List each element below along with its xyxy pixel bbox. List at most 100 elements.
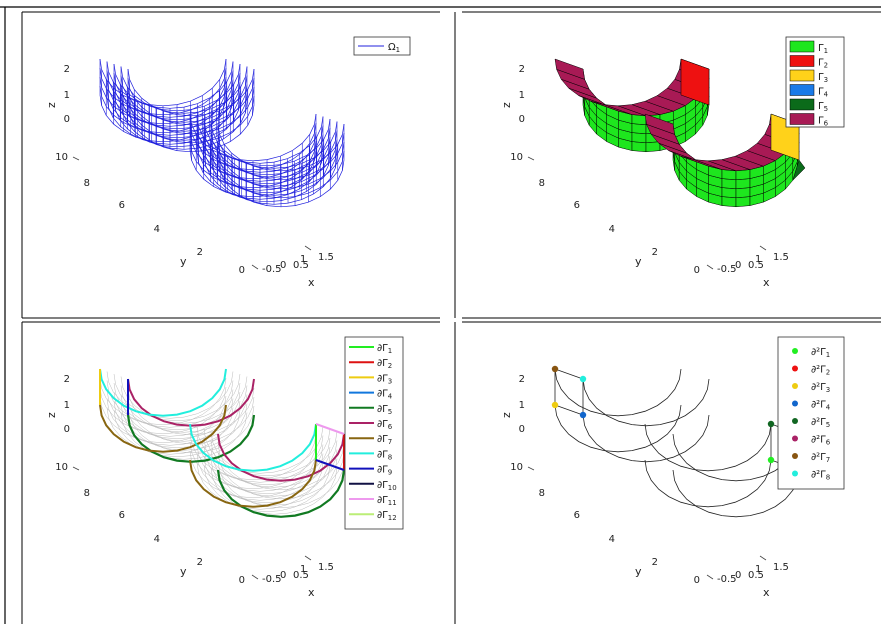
legend-label-sub: 4 [826,404,831,412]
z-axis-label: z [500,412,513,418]
mesh-line [120,394,248,442]
x-tick-label: 0 [280,260,286,271]
y-tick-label: 4 [154,534,160,545]
legend-label: ∂²Γ3 [811,382,830,394]
y-axis-label: y [635,255,642,268]
curve-dGamma5 [216,469,346,518]
edge-line [582,414,710,463]
legend-label-name: ∂²Γ [811,470,826,481]
mesh-line [106,407,234,455]
x-tick-label: 1 [755,254,761,265]
z-tick-label: 1 [64,400,70,411]
axis-tick [72,466,80,471]
mesh-line [217,460,345,509]
x-tick-label: 1.5 [773,562,789,573]
legend-label: Γ2 [818,58,828,70]
ribbon-segment [554,58,710,153]
mesh-line [99,368,227,417]
legend-label-sub: 11 [388,499,397,507]
curve-dGamma6 [217,433,345,482]
mesh-line [189,432,317,481]
legend-label-name: ∂²Γ [811,417,826,428]
y-tick-label: 10 [510,462,523,473]
legend-label: ∂Γ11 [377,495,397,507]
legend-label-sub: 4 [824,91,829,99]
mesh-line [127,405,255,454]
x-tick-label: 0 [280,570,286,581]
legend-label: Γ1 [818,43,828,55]
legend-label-name: Γ [818,101,824,112]
y-tick-label: 2 [652,557,658,568]
mesh-line [196,453,324,501]
corner-point-3 [551,401,559,409]
legend-label: ∂²Γ1 [811,347,830,359]
z-tick-label: 2 [519,374,525,385]
x-tick-label: 1 [755,564,761,575]
mesh-line [210,431,338,479]
legend-label-name: ∂Γ [377,358,388,369]
z-tick-label: 2 [64,374,70,385]
edge-line [554,404,682,453]
y-tick-label: 0 [694,265,700,276]
legend-label-sub: 2 [826,369,830,377]
legend-label: ∂Γ1 [377,343,392,355]
legend-label-sub: 3 [824,76,828,84]
mesh-line [99,386,227,435]
background-mesh [99,368,345,518]
curve-dGamma8 [189,423,317,472]
y-tick-label: 10 [510,152,523,163]
mesh-line [189,423,317,472]
axis-tick [759,555,767,561]
legend-label: ∂Γ9 [377,465,392,477]
axis-tick [759,245,767,251]
y-tick-label: 0 [239,265,245,276]
legend-label-name: ∂Γ [377,373,388,384]
mesh-line [99,377,227,426]
legend-label-name: Γ [818,43,824,54]
legend-label: Ω1 [388,42,400,54]
surface-patch-gamma1 [631,132,647,144]
edge-line [554,368,682,417]
mesh-line [189,450,317,499]
surface-patch-gamma1 [721,169,737,181]
legend-box [777,336,845,490]
x-axis-label: x [308,276,315,289]
x-tick-label: -0.5 [717,574,737,585]
legend-label-sub: 7 [388,438,392,446]
x-tick-label: 0.5 [293,260,309,271]
panel-frames [0,6,881,624]
legend-label-name: ∂Γ [377,419,388,430]
y-tick-label: 6 [574,510,580,521]
mesh-line [127,396,255,445]
x-tick-label: -0.5 [262,574,282,585]
legend-label: ∂²Γ2 [811,365,830,377]
y-tick-label: 4 [154,224,160,235]
axis-tick [72,156,80,161]
legend-label-sub: 7 [826,456,830,464]
legend-label-name: Γ [818,87,824,98]
surface-patch-gamma1 [631,123,647,135]
legend-label-name: ∂Γ [377,510,388,521]
legend-label-sub: 3 [388,377,392,385]
edge-line [582,378,710,427]
z-tick-label: 1 [519,90,525,101]
legend-swatch [789,98,815,111]
legend-label: ∂Γ2 [377,358,392,370]
z-tick-label: 2 [64,64,70,75]
curve-dGamma8 [99,368,227,417]
legend-swatch [789,84,815,96]
y-axis-label: y [180,255,187,268]
x-tick-label: 1 [300,564,306,575]
legend-label-name: ∂Γ [377,465,388,476]
legend-swatch [792,400,798,407]
legend-label-sub: 1 [396,46,400,54]
legend-swatch [792,470,798,477]
mesh-line [210,467,338,515]
legend-label: ∂²Γ5 [811,417,830,429]
legend-label-name: ∂Γ [377,480,388,491]
legend-label-sub: 2 [388,362,392,370]
y-axis-label: y [180,565,187,578]
wireframe-mesh [99,58,345,208]
